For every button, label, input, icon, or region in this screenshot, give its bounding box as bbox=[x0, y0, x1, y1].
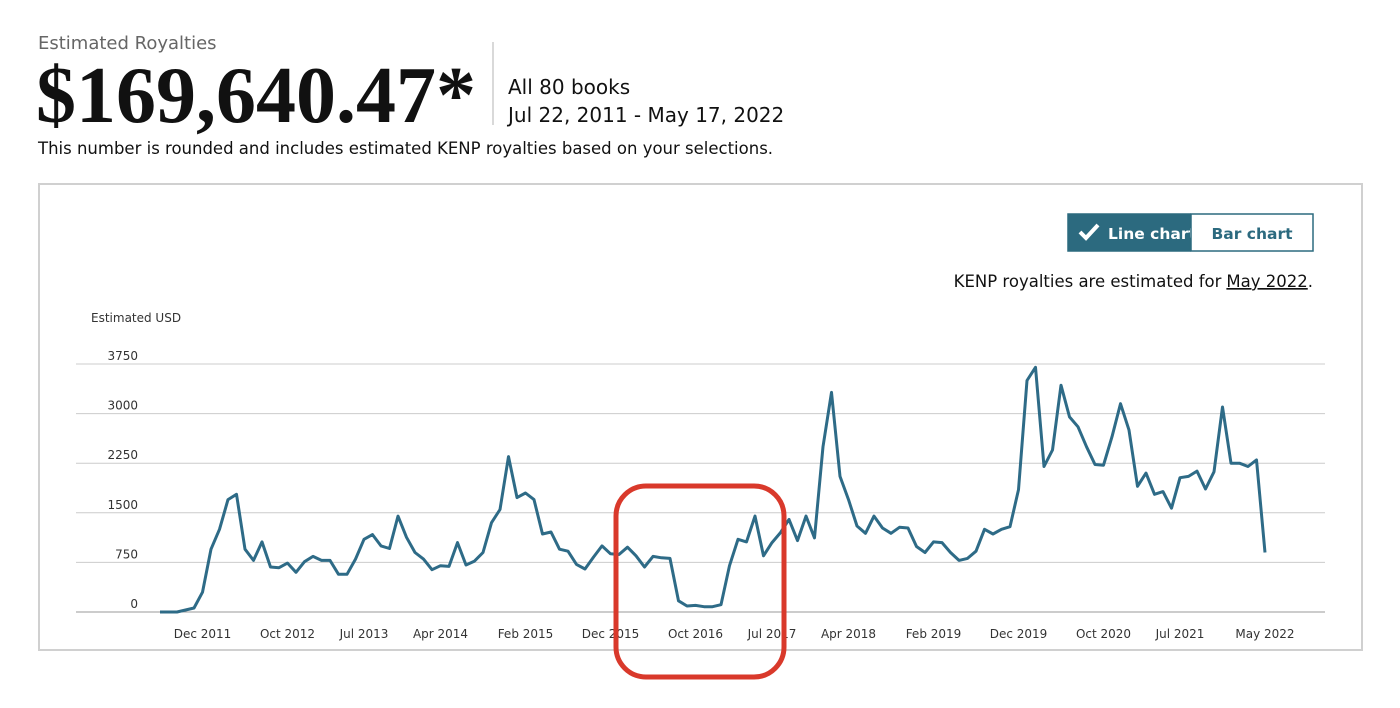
y-tick-label: 0 bbox=[130, 597, 138, 611]
x-tick-label: Oct 2020 bbox=[1076, 627, 1131, 641]
toggle-button[interactable] bbox=[1067, 213, 1191, 252]
plot: 0 750 1500 2250 3000 3750 Dec 2011 Oct 2012 Jul … bbox=[76, 349, 1325, 641]
x-tick-label: Oct 2012 bbox=[260, 627, 315, 641]
x-tick-label: Jul 2013 bbox=[339, 627, 389, 641]
y-axis-title: Estimated USD bbox=[91, 311, 181, 325]
y-tick-label: 3000 bbox=[107, 399, 138, 413]
scope: All 80 books bbox=[508, 75, 630, 99]
toggle-label[interactable]: Line chart bbox=[1108, 225, 1196, 243]
x-tick-label: Feb 2019 bbox=[906, 627, 962, 641]
check-icon bbox=[1078, 223, 1100, 241]
y-tick-label: 750 bbox=[115, 547, 138, 561]
chart-toggle: Line chart Bar chart bbox=[1067, 213, 1314, 252]
toggle-label[interactable]: Bar chart bbox=[1211, 225, 1293, 243]
x-tick-label: Dec 2019 bbox=[990, 627, 1048, 641]
toggle-button[interactable] bbox=[1190, 213, 1314, 252]
x-tick-label: Dec 2015 bbox=[582, 627, 640, 641]
y-tick-label: 1500 bbox=[107, 498, 138, 512]
kenp-text: KENP royalties are estimated for bbox=[954, 272, 1222, 291]
highlight-box bbox=[613, 483, 787, 680]
x-tick-label: Feb 2015 bbox=[498, 627, 554, 641]
x-tick-label: Jul 2021 bbox=[1155, 627, 1205, 641]
x-tick-label: Dec 2011 bbox=[174, 627, 232, 641]
kenp-link[interactable]: May 2022 bbox=[1226, 272, 1307, 291]
chart-box bbox=[38, 183, 1363, 651]
kenp-end: . bbox=[1308, 272, 1313, 291]
royalty-label: Estimated Royalties bbox=[38, 33, 217, 54]
x-tick-label: Oct 2016 bbox=[668, 627, 723, 641]
kenp-note: KENP royalties are estimated for May 2022… bbox=[954, 272, 1313, 291]
data-line bbox=[160, 365, 1267, 614]
date-range: Jul 22, 2011 - May 17, 2022 bbox=[506, 103, 784, 127]
royalty-amount: $169,640.47* bbox=[36, 52, 476, 140]
note: This number is rounded and includes esti… bbox=[37, 139, 773, 158]
x-tick-label: Apr 2014 bbox=[413, 627, 468, 641]
x-tick-label: Apr 2018 bbox=[821, 627, 876, 641]
x-tick-label: Jul 2017 bbox=[747, 627, 797, 641]
y-tick-label: 2250 bbox=[107, 448, 138, 462]
x-tick-label: May 2022 bbox=[1235, 627, 1294, 641]
y-tick-label: 3750 bbox=[107, 349, 138, 363]
